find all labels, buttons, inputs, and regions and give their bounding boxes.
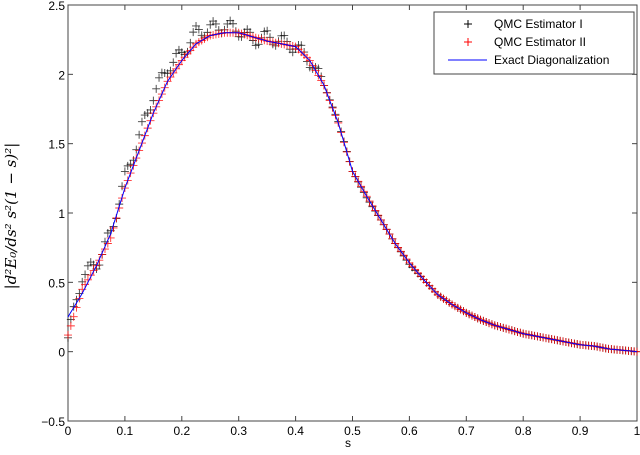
data-marker [186,38,195,47]
y-tick-label: 2 [58,68,65,82]
x-tick-label: 0.2 [173,424,190,438]
data-marker [135,130,144,139]
data-marker [120,167,129,176]
x-tick-label: 0.3 [230,424,247,438]
x-tick-label: 0.7 [458,424,475,438]
y-tick-label: 0 [58,346,65,360]
legend: QMC Estimator I QMC Estimator II Exact Dia… [433,11,635,75]
legend-plus-icon [464,20,472,28]
data-marker [155,73,164,82]
data-marker [280,31,289,40]
data-marker [69,312,78,321]
y-tick-label: 1.5 [48,138,65,152]
x-axis-ticks: 0 0.1 0.2 0.3 0.4 0.5 0.6 0.7 0.8 0.9 1 [65,5,640,438]
data-marker [211,19,220,28]
data-marker [81,270,90,279]
legend-label: QMC Estimator II [494,35,586,49]
data-marker [297,41,306,50]
y-tick-label: −0.5 [41,415,65,429]
x-tick-label: 0 [65,424,72,438]
data-marker [66,321,75,330]
data-marker [229,19,238,28]
x-tick-label: 0.9 [572,424,589,438]
data-marker [152,84,161,93]
x-tick-label: 0.4 [287,424,304,438]
x-tick-label: 1 [634,424,640,438]
x-tick-label: 0.8 [515,424,532,438]
legend-plus-icon [464,38,472,46]
data-marker [194,25,203,34]
x-tick-label: 0.1 [117,424,134,438]
data-marker [64,331,72,340]
y-tick-label: 0.5 [48,276,65,290]
data-marker [106,233,115,242]
legend-label: QMC Estimator I [494,17,583,31]
x-axis-label: s [345,436,351,450]
series-exact-diagonalization [67,32,638,353]
x-tick-label: 0.5 [344,424,361,438]
y-axis-label: |d²E₀/ds² s²(1 − s)²| [2,142,20,290]
y-axis-ticks: −0.5 0 0.5 1 1.5 2 2.5 [41,0,637,429]
series-layer [64,16,640,356]
x-tick-label: 0.6 [401,424,418,438]
y-tick-label: 1 [58,207,65,221]
y-tick-label: 2.5 [48,0,65,13]
data-marker [169,58,178,67]
data-marker [137,117,146,126]
exact-diagonalization-line [67,32,638,353]
data-marker [189,28,198,37]
data-marker [263,26,272,35]
legend-label: Exact Diagonalization [494,53,609,67]
legend-box [433,11,635,75]
